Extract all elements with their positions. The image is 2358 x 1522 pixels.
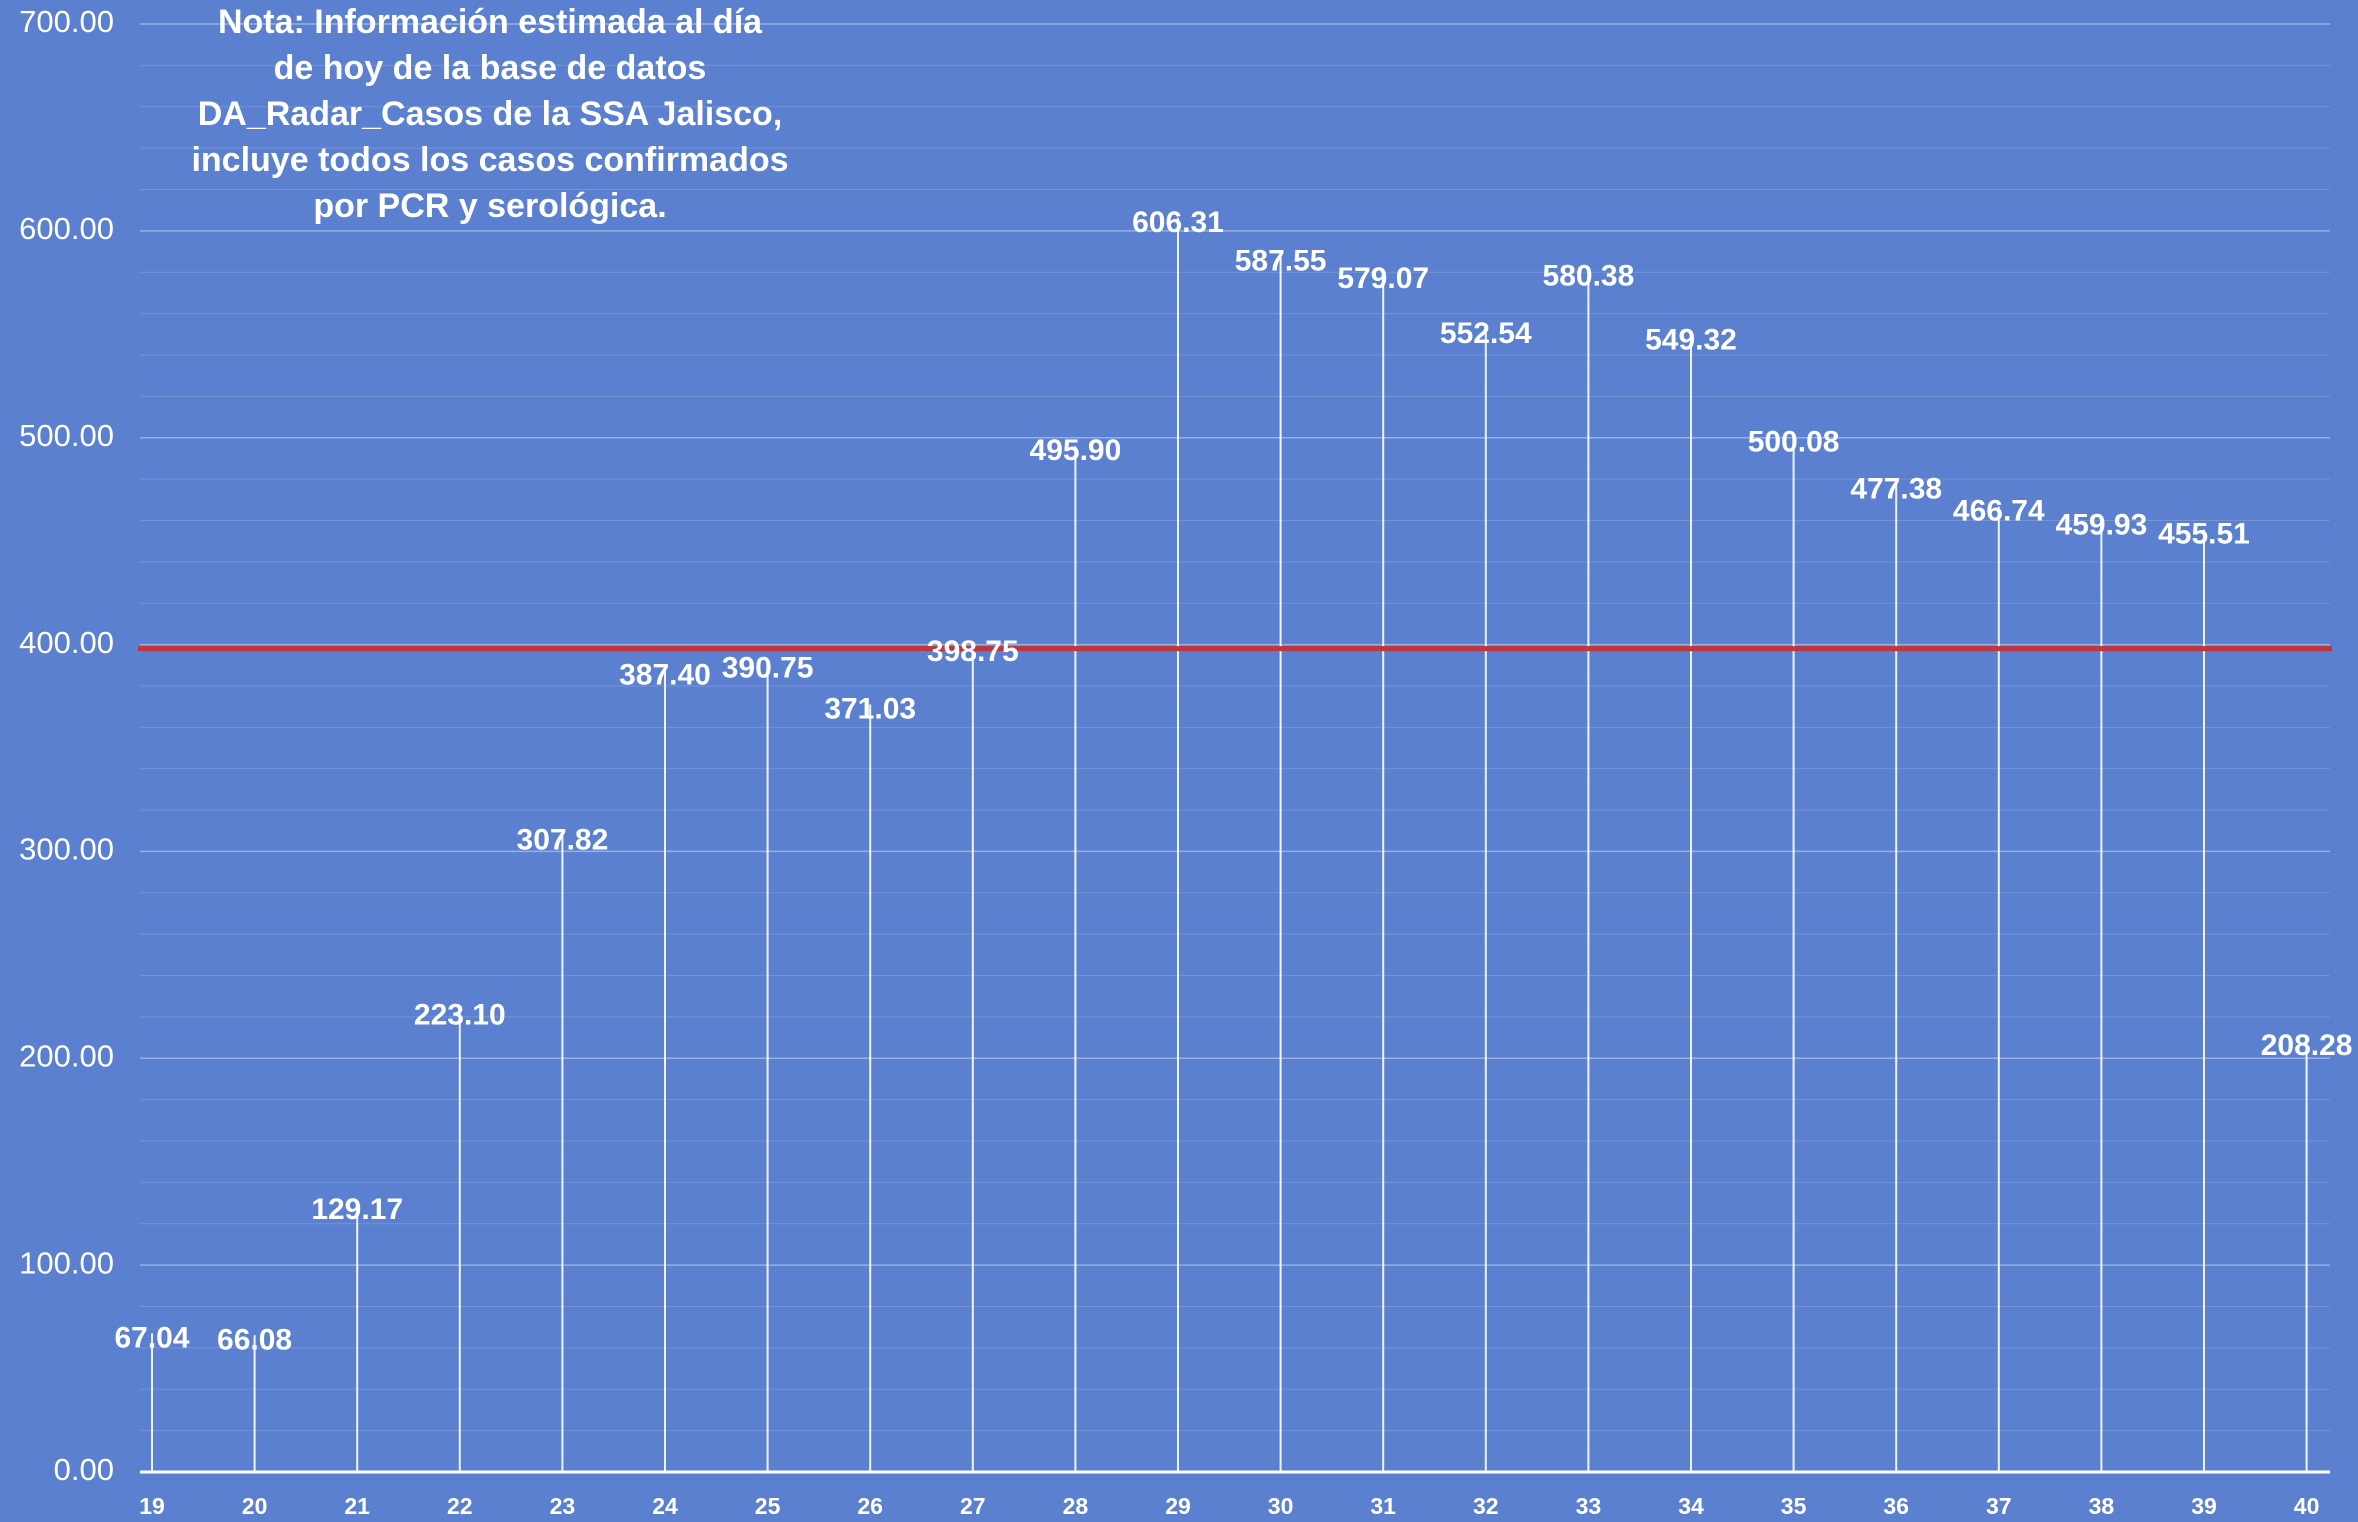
y-tick-label: 600.00 <box>19 211 114 246</box>
x-tick-label: 39 <box>2191 1493 2217 1519</box>
x-axis-ticks: 19 20 21 22 23 24 25 26 27 28 29 30 31 32 33 34 35 36 37 38… <box>139 1493 2319 1519</box>
data-label-36: 477.38 <box>1850 473 1942 506</box>
data-labels: 67.04 66.08 129.17 223.10 307.82 387.40 390.75… <box>114 206 2352 1357</box>
data-label-32: 552.54 <box>1440 317 1532 350</box>
data-label-20: 66.08 <box>217 1323 292 1356</box>
data-label-38: 459.93 <box>2056 509 2148 542</box>
x-tick-label: 24 <box>652 1493 678 1519</box>
data-label-40: 208.28 <box>2261 1029 2353 1062</box>
note-line: Nota: Información estimada al día <box>218 3 763 41</box>
note-line: de hoy de la base de datos <box>274 49 707 87</box>
note-line: incluye todos los casos confirmados <box>191 141 788 179</box>
x-tick-label: 37 <box>1986 1493 2012 1519</box>
note-annotation: Nota: Información estimada al día de hoy … <box>191 3 788 225</box>
data-label-30: 587.55 <box>1235 245 1327 278</box>
data-label-39: 455.51 <box>2158 518 2250 551</box>
data-label-34: 549.32 <box>1645 324 1737 357</box>
x-tick-label: 30 <box>1268 1493 1294 1519</box>
x-tick-label: 32 <box>1473 1493 1499 1519</box>
data-label-19: 67.04 <box>114 1321 189 1354</box>
note-line: por PCR y serológica. <box>313 187 666 225</box>
y-tick-label: 0.00 <box>54 1452 114 1487</box>
data-label-21: 129.17 <box>311 1193 403 1226</box>
data-stems <box>151 217 2308 1472</box>
y-tick-label: 400.00 <box>19 625 114 660</box>
x-tick-label: 25 <box>755 1493 781 1519</box>
y-tick-label: 100.00 <box>19 1245 114 1280</box>
x-tick-label: 36 <box>1883 1493 1909 1519</box>
data-label-29: 606.31 <box>1132 206 1224 239</box>
x-tick-label: 26 <box>857 1493 883 1519</box>
data-label-28: 495.90 <box>1030 434 1122 467</box>
note-line: DA_Radar_Casos de la SSA Jalisco, <box>198 95 783 133</box>
x-tick-label: 38 <box>2089 1493 2115 1519</box>
x-tick-label: 29 <box>1165 1493 1191 1519</box>
x-tick-label: 31 <box>1370 1493 1396 1519</box>
x-tick-label: 40 <box>2294 1493 2320 1519</box>
x-tick-label: 33 <box>1576 1493 1602 1519</box>
y-axis-ticks: 0.00 100.00 200.00 300.00 400.00 500.00 600.00… <box>19 4 114 1487</box>
data-label-26: 371.03 <box>824 692 916 725</box>
y-tick-label: 200.00 <box>19 1038 114 1073</box>
x-tick-label: 28 <box>1063 1493 1089 1519</box>
data-label-22: 223.10 <box>414 999 506 1032</box>
x-tick-label: 35 <box>1781 1493 1807 1519</box>
x-tick-label: 19 <box>139 1493 165 1519</box>
x-tick-label: 34 <box>1678 1493 1704 1519</box>
data-label-37: 466.74 <box>1953 495 2045 528</box>
gridlines <box>140 23 2330 1432</box>
data-label-27: 398.75 <box>927 635 1019 668</box>
data-label-31: 579.07 <box>1337 262 1429 295</box>
x-tick-label: 21 <box>344 1493 370 1519</box>
x-tick-label: 22 <box>447 1493 473 1519</box>
data-label-24: 387.40 <box>619 659 711 692</box>
data-label-33: 580.38 <box>1543 259 1635 292</box>
y-tick-label: 500.00 <box>19 418 114 453</box>
data-label-25: 390.75 <box>722 652 814 685</box>
x-tick-label: 27 <box>960 1493 986 1519</box>
data-label-23: 307.82 <box>517 823 609 856</box>
x-tick-label: 20 <box>242 1493 268 1519</box>
x-tick-label: 23 <box>550 1493 576 1519</box>
data-label-35: 500.08 <box>1748 426 1840 459</box>
y-tick-label: 700.00 <box>19 4 114 39</box>
y-tick-label: 300.00 <box>19 832 114 867</box>
